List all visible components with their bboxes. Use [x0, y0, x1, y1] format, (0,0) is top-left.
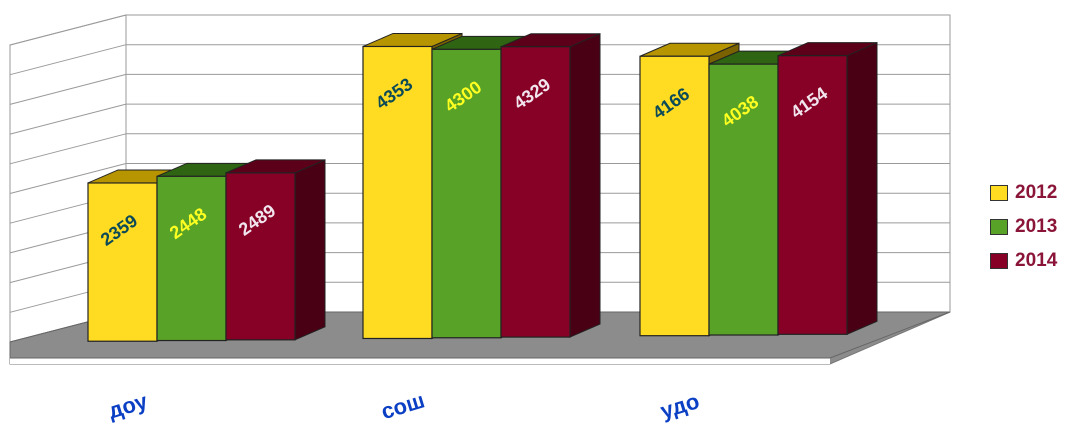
bar-front	[87, 182, 158, 342]
bar-side	[569, 32, 601, 338]
bar-front	[156, 175, 227, 342]
bar-side	[294, 159, 326, 341]
legend-item-2013: 2013	[990, 210, 1057, 244]
legend-item-2012: 2012	[990, 176, 1057, 210]
gridline-side	[9, 163, 127, 194]
gridline-side	[9, 103, 127, 135]
bar-доу-2014: 2489	[225, 159, 326, 341]
legend-item-2014: 2014	[990, 244, 1057, 278]
bar-side	[846, 41, 878, 336]
bar-front	[362, 45, 433, 340]
legend-label-2012: 2012	[1015, 182, 1058, 203]
gridline-side	[9, 133, 127, 165]
category-label-удо: удо	[657, 388, 702, 423]
gridline-side	[9, 44, 127, 76]
legend: 2012 2013 2014	[990, 176, 1057, 278]
gridline-side	[9, 14, 127, 46]
legend-label-2014: 2014	[1015, 250, 1058, 271]
bar-front	[777, 55, 848, 335]
bar-сош-2014: 4329	[500, 32, 601, 338]
category-label-сош: сош	[378, 387, 427, 424]
bar-front	[639, 55, 710, 337]
category-label-доу: доу	[105, 388, 151, 424]
legend-swatch-2013	[990, 219, 1008, 235]
gridline-side	[9, 73, 127, 105]
bar-front	[225, 172, 296, 341]
category-labels: доу сош удо	[105, 387, 702, 424]
legend-label-2013: 2013	[1015, 216, 1058, 237]
bar-front	[500, 46, 571, 338]
legend-swatch-2012	[990, 185, 1008, 201]
bar-front	[431, 48, 502, 339]
bar-удо-2014: 4154	[777, 41, 878, 336]
legend-swatch-2014	[990, 253, 1008, 269]
